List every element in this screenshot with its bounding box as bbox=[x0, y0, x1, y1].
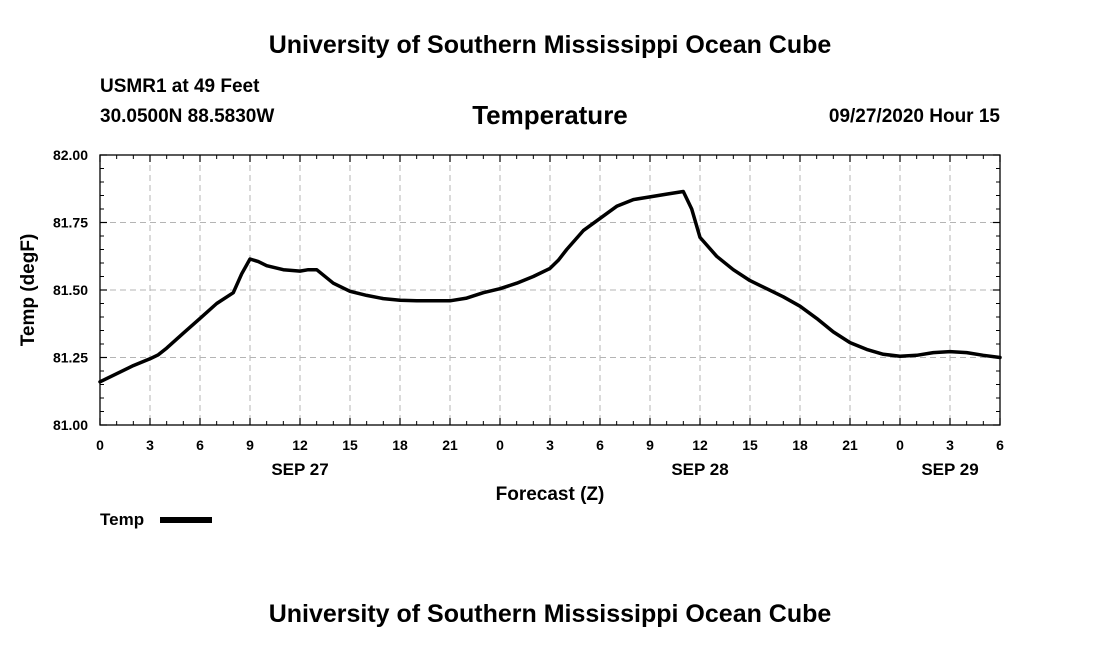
date-label: SEP 29 bbox=[921, 460, 978, 479]
x-tick-label: 6 bbox=[196, 437, 204, 453]
series-line-temp bbox=[98, 189, 1002, 384]
x-tick-label: 18 bbox=[392, 437, 408, 453]
x-tick-label: 3 bbox=[946, 437, 954, 453]
x-tick-label: 15 bbox=[742, 437, 758, 453]
footer-title: University of Southern Mississippi Ocean… bbox=[268, 600, 832, 628]
x-tick-label: 12 bbox=[692, 437, 708, 453]
y-axis-label: Temp (degF) bbox=[18, 234, 39, 347]
y-tick-label: 81.50 bbox=[53, 282, 88, 298]
y-tick-label: 81.75 bbox=[53, 215, 88, 231]
x-tick-label: 6 bbox=[996, 437, 1004, 453]
variable-title: Temperature bbox=[472, 100, 628, 130]
y-tick-label: 82.00 bbox=[53, 147, 88, 163]
x-tick-label: 15 bbox=[342, 437, 358, 453]
grid bbox=[100, 155, 1000, 425]
legend-label: Temp bbox=[100, 510, 144, 529]
station-label: USMR1 at 49 Feet bbox=[100, 76, 260, 97]
x-axis-label: Forecast (Z) bbox=[496, 484, 605, 505]
axis-ticks bbox=[99, 154, 1001, 426]
x-tick-label: 6 bbox=[596, 437, 604, 453]
date-label: SEP 28 bbox=[671, 460, 728, 479]
x-tick-label: 9 bbox=[246, 437, 254, 453]
x-tick-label: 0 bbox=[496, 437, 504, 453]
x-tick-label: 0 bbox=[896, 437, 904, 453]
x-tick-label: 9 bbox=[646, 437, 654, 453]
tick-labels: 0 3 6 9 12 15 18 21 0 3 6 9 12 15 18 21 0 3 6 81.00 81.25 81.… bbox=[53, 147, 1004, 479]
y-tick-label: 81.00 bbox=[53, 417, 88, 433]
x-tick-label: 18 bbox=[792, 437, 808, 453]
date-label: SEP 27 bbox=[271, 460, 328, 479]
x-tick-label: 12 bbox=[292, 437, 308, 453]
x-tick-label: 3 bbox=[546, 437, 554, 453]
x-tick-label: 3 bbox=[146, 437, 154, 453]
x-tick-label: 21 bbox=[842, 437, 858, 453]
datetime-label: 09/27/2020 Hour 15 bbox=[828, 106, 1000, 127]
plot-frame bbox=[99, 154, 1001, 426]
x-tick-label: 21 bbox=[442, 437, 458, 453]
main-title: University of Southern Mississippi Ocean… bbox=[268, 31, 832, 59]
coordinates-label: 30.0500N 88.5830W bbox=[100, 106, 275, 127]
x-tick-label: 0 bbox=[96, 437, 104, 453]
y-tick-label: 81.25 bbox=[53, 350, 88, 366]
